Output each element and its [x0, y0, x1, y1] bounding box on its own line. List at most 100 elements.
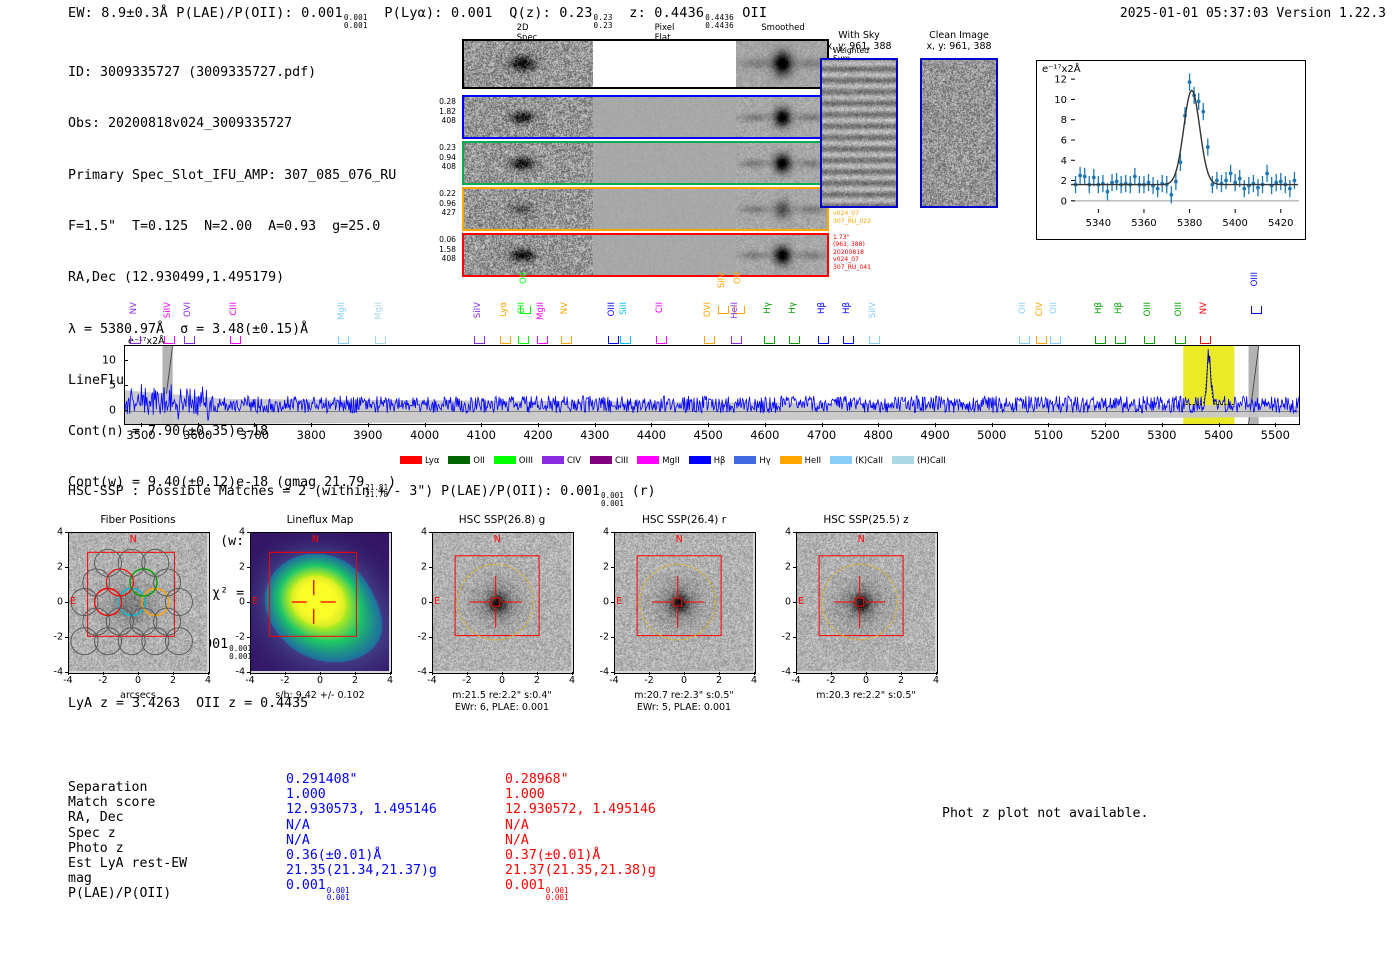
cutout-x-tick: 4: [750, 675, 758, 686]
legend-item: CIV: [541, 455, 581, 465]
cutout-x-tickmark: [866, 672, 867, 675]
match-col2-value: N/A: [505, 832, 529, 848]
svg-text:5400: 5400: [1222, 218, 1247, 229]
cutout-x-tickmark: [68, 672, 69, 675]
emission-line-plot: e⁻¹⁷x2Å 0 2 4 6 8 10 12 5340 5360 5380 5400 5420: [1036, 60, 1306, 240]
emission-line-label: Hβ: [842, 302, 853, 314]
cutout-caption: s/b: 9.42 +/- 0.102: [275, 690, 365, 701]
legend-swatch: [734, 456, 757, 464]
svg-text:4: 4: [1061, 156, 1067, 167]
photz-note: Phot z plot not available.: [942, 806, 1149, 821]
cutout-x-tick: -4: [609, 675, 619, 686]
compass-east: E: [252, 596, 259, 608]
emission-line-bracket: [731, 336, 743, 344]
compass-east: E: [798, 596, 805, 608]
emission-line-bracket: [718, 306, 730, 314]
sky-panel-image: [820, 58, 898, 208]
emission-line-label: HeII: [730, 302, 741, 319]
cutout-title: HSC SSP(25.5) z: [823, 514, 909, 526]
emission-line-bracket: [655, 336, 667, 344]
info-line: RA,Dec (12.930499,1.495179): [68, 270, 285, 286]
spectrum-x-tickmark: [1048, 423, 1050, 427]
emission-line-bracket: [733, 306, 745, 314]
spectrum-x-tick: 4700: [806, 428, 837, 442]
spectrum-x-tick: 4600: [750, 428, 780, 442]
spec2d-row-left-values: 0.22 0.96 427: [439, 189, 456, 218]
cutout-image[interactable]: [432, 532, 574, 674]
cutout-x-tickmark: [250, 672, 251, 675]
emission-line-bracket: [560, 336, 572, 344]
legend-label: Hγ: [759, 455, 771, 465]
cutout-y-tickmark: [611, 532, 614, 533]
compass-north: N: [675, 534, 683, 545]
sky-panel-title: With Sky x, y: 961, 388: [820, 30, 898, 52]
legend-item: Hβ: [688, 455, 725, 465]
emission-line-bracket: [1018, 336, 1030, 344]
cutout-caption: m:21.5 re:2.2" s:0.4": [452, 690, 552, 701]
spec2d-row-right-values: 1.73" (961, 388) 20200818 v024_07 307_RU_041: [833, 234, 872, 271]
spectrum-x-tick: 4000: [409, 428, 440, 442]
svg-text:2: 2: [1061, 176, 1067, 187]
cutout-image[interactable]: [68, 532, 210, 674]
emission-line-label: SiII: [619, 302, 630, 315]
cutout-caption: arcsecs: [120, 690, 156, 701]
cutout-y-tickmark: [247, 567, 250, 568]
cutout-x-tick: 0: [498, 675, 506, 686]
cutout-x-tick: 2: [897, 675, 905, 686]
match-row-label: Separation: [68, 780, 148, 795]
cutout-title: Fiber Positions: [100, 514, 176, 526]
emission-line-label: SiIV: [473, 302, 484, 319]
legend-swatch: [590, 456, 612, 464]
cutout-x-tick: -4: [245, 675, 255, 686]
compass-east: E: [70, 596, 77, 608]
row-smoothed: [736, 235, 827, 275]
cutout-y-tick: 4: [420, 526, 427, 538]
cutout-x-tick: 4: [204, 675, 212, 686]
cutout-image[interactable]: [250, 532, 392, 674]
cutout-y-tickmark: [793, 602, 796, 603]
cutout-y-tickmark: [611, 602, 614, 603]
cutout-y-tick: 2: [602, 561, 609, 573]
cutout-y-tick: 2: [56, 561, 63, 573]
cutout-y-tickmark: [611, 567, 614, 568]
cutout-x-tick: 4: [568, 675, 576, 686]
cutout-image[interactable]: [796, 532, 938, 674]
spectrum-x-tickmark: [764, 423, 766, 427]
match-col1-value: 12.930573, 1.495146: [286, 802, 437, 818]
z-fraction: 0.4436 0.4436: [705, 13, 734, 30]
emission-line-label: OIII: [1142, 302, 1153, 317]
cutout-image[interactable]: [614, 532, 756, 674]
legend-item: (H)CaII: [892, 455, 946, 465]
legend-item: OIII: [493, 455, 533, 465]
spec2d-row: [462, 233, 829, 277]
cutout-y-tickmark: [247, 602, 250, 603]
spec2d-column-header: Pixel Flat: [654, 23, 675, 43]
legend-label: OIII: [518, 455, 533, 465]
legend-swatch: [637, 456, 660, 464]
cutout-y-tick: -2: [53, 631, 63, 643]
emission-line-bracket: [1143, 336, 1155, 344]
cutout-x-tickmark: [320, 672, 321, 675]
emission-line-bracket: [1035, 336, 1047, 344]
svg-text:5420: 5420: [1268, 218, 1293, 229]
svg-text:5380: 5380: [1177, 218, 1202, 229]
legend-swatch: [892, 456, 915, 464]
cutout-panel: Lineflux Map N E -4 -2 0 2 4 4 2 0 -2 -4 s/b: 9.42 +/…: [236, 514, 394, 701]
legend-label: CIV: [566, 455, 581, 465]
cutout-title: HSC SSP(26.4) r: [641, 514, 727, 526]
emission-line-bracket: [1200, 336, 1212, 344]
cutout-x-tick: 0: [316, 675, 324, 686]
cutout-y-tick: 0: [784, 596, 791, 608]
cutout-x-tickmark: [355, 672, 356, 675]
legend-label: Lyα: [425, 455, 440, 465]
cutout-y-tickmark: [65, 532, 68, 533]
cutout-y-tick: -4: [781, 666, 791, 678]
emission-line-label: OIII: [1250, 272, 1261, 287]
cutout-y-tick: -2: [599, 631, 609, 643]
svg-text:8: 8: [1061, 115, 1067, 126]
sky-panel-name: With Sky: [838, 30, 880, 41]
cutout-x-tickmark: [719, 672, 720, 675]
cutout-y-tick: 0: [238, 596, 245, 608]
cutout-x-tickmark: [173, 672, 174, 675]
compass-north: N: [311, 534, 319, 545]
